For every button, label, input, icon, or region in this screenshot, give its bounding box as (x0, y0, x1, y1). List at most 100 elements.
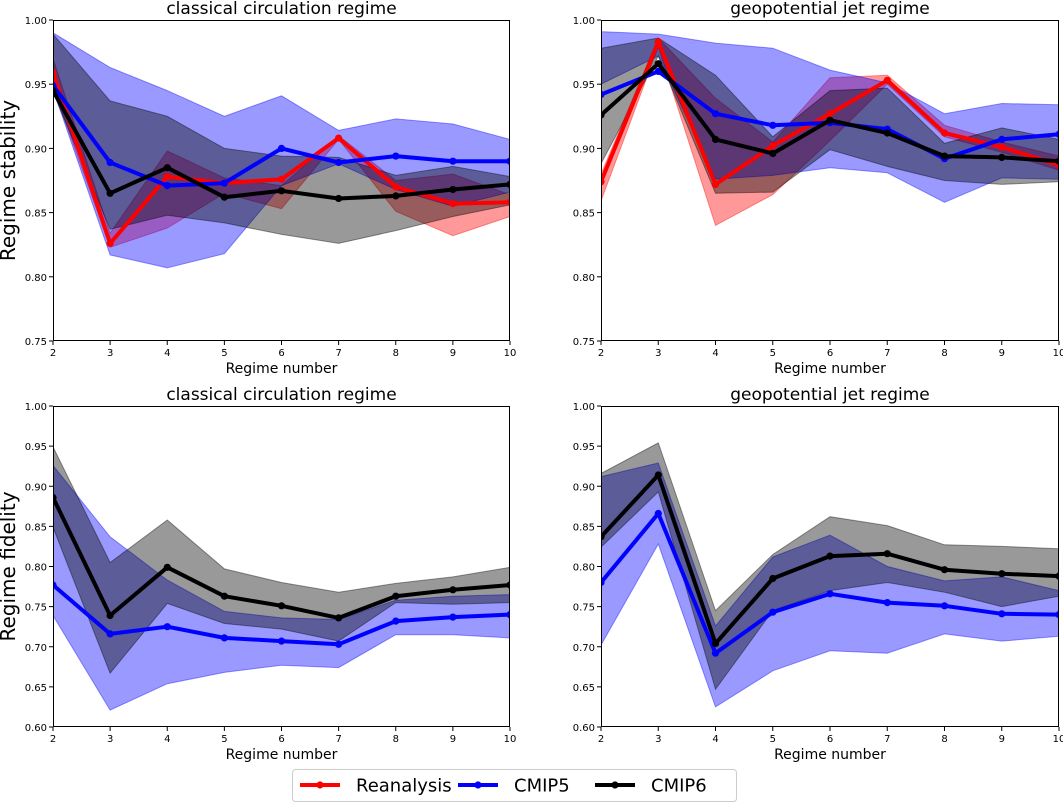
point-reanalysis (883, 76, 891, 84)
x-tick-label: 5 (770, 348, 776, 359)
y-tick-label: 0.90 (573, 482, 595, 493)
y-axis-label: Regime stability (0, 100, 20, 261)
x-tick-label: 3 (107, 734, 113, 745)
legend-label: CMIP5 (514, 776, 570, 797)
x-tick-label: 5 (221, 348, 227, 359)
x-axis-label: Regime number (774, 361, 886, 377)
x-tick-label: 10 (1053, 348, 1063, 359)
x-tick-label: 7 (335, 348, 341, 359)
point-cmip5 (826, 590, 834, 598)
point-cmip6 (220, 193, 228, 201)
y-tick-label: 0.75 (573, 337, 595, 348)
panel-4: 2 3 4 5 6 7 8 9 10 0.60 0.65 0.70 0.75 0.80 0.85 0.90 0.… (573, 385, 1063, 763)
legend: Reanalysis CMIP5 CMIP6 (292, 769, 737, 802)
x-tick-label: 7 (884, 734, 890, 745)
y-tick-label: 0.75 (573, 603, 595, 614)
point-reanalysis (654, 38, 662, 46)
point-cmip5 (277, 144, 286, 152)
point-cmip5 (711, 649, 720, 657)
point-cmip6 (335, 194, 343, 203)
y-axis-label: Regime fidelity (0, 491, 20, 641)
x-tick-label: 9 (450, 348, 456, 359)
point-cmip5 (769, 121, 777, 129)
point-cmip6 (769, 149, 777, 158)
legend-label: Reanalysis (356, 776, 452, 797)
point-reanalysis (826, 110, 834, 118)
panel-title: classical circulation regime (166, 385, 396, 405)
x-tick-label: 3 (107, 348, 113, 359)
panel-title: geopotential jet regime (730, 385, 930, 405)
legend-frame (292, 769, 737, 802)
x-tick-label: 7 (884, 348, 890, 359)
y-tick-label: 0.90 (25, 482, 47, 493)
y-tick-label: 1.00 (25, 16, 47, 27)
x-axis-label: Regime number (226, 361, 338, 377)
band-cmip6 (53, 446, 510, 675)
point-cmip6 (220, 592, 228, 600)
x-tick-label: 9 (999, 734, 1005, 745)
x-tick-label: 2 (50, 348, 56, 359)
point-cmip6 (392, 592, 400, 600)
y-tick-label: 1.00 (573, 402, 595, 413)
point-reanalysis (163, 173, 171, 181)
point-cmip5 (449, 613, 457, 621)
band-cmip6 (601, 442, 1059, 691)
point-reanalysis (769, 142, 777, 150)
point-cmip6 (449, 185, 457, 194)
band-cmip6 (53, 33, 510, 244)
x-tick-label: 5 (770, 734, 776, 745)
legend-entry-reanalysis: Reanalysis (300, 776, 452, 797)
point-cmip6 (277, 187, 286, 195)
y-tick-label: 1.00 (573, 16, 595, 27)
point-cmip6 (711, 135, 720, 143)
point-cmip6 (449, 586, 457, 594)
point-reanalysis (277, 175, 286, 183)
y-tick-label: 0.80 (573, 273, 595, 284)
point-cmip6 (106, 189, 114, 197)
x-tick-label: 4 (712, 348, 718, 359)
panel-title: geopotential jet regime (730, 0, 930, 19)
y-tick-label: 0.60 (573, 723, 595, 734)
point-cmip6 (940, 566, 949, 574)
point-cmip6 (883, 129, 891, 137)
point-cmip6 (335, 614, 343, 622)
x-tick-label: 8 (393, 348, 399, 359)
panel-title: classical circulation regime (166, 0, 396, 19)
x-tick-label: 7 (335, 734, 341, 745)
point-cmip5 (163, 623, 171, 631)
point-cmip5 (392, 617, 400, 625)
legend-marker-icon (316, 781, 324, 789)
plot-area (53, 32, 510, 269)
point-cmip6 (654, 471, 662, 479)
y-tick-label: 0.85 (25, 522, 47, 533)
x-tick-label: 8 (941, 734, 947, 745)
point-cmip5 (654, 67, 662, 75)
x-tick-label: 3 (655, 734, 661, 745)
panel-1: 2 3 4 5 6 7 8 9 10 0.75 0.80 0.85 0.90 0.95 1.00 classi… (0, 0, 516, 377)
x-tick-label: 10 (504, 348, 517, 359)
legend-marker-icon (611, 781, 619, 789)
point-cmip6 (654, 60, 662, 68)
y-tick-label: 0.95 (25, 442, 47, 453)
y-tick-label: 0.70 (25, 643, 47, 654)
legend-entry-cmip6: CMIP6 (595, 776, 707, 797)
y-tick-label: 0.85 (573, 522, 595, 533)
x-tick-label: 5 (221, 734, 227, 745)
legend-marker-icon (474, 781, 482, 789)
point-cmip5 (998, 135, 1006, 143)
axes-frame (53, 406, 510, 727)
plot-area (601, 442, 1059, 708)
point-cmip6 (883, 550, 891, 558)
band-cmip5 (53, 464, 510, 711)
y-tick-label: 0.80 (25, 273, 47, 284)
band-reanalysis (601, 37, 1059, 227)
point-cmip6 (998, 153, 1006, 161)
point-cmip6 (826, 116, 834, 124)
point-cmip6 (163, 563, 171, 571)
y-tick-label: 0.85 (573, 209, 595, 220)
point-cmip5 (654, 509, 662, 518)
point-cmip5 (940, 602, 949, 610)
point-reanalysis (998, 143, 1006, 151)
y-tick-label: 0.65 (25, 683, 47, 694)
